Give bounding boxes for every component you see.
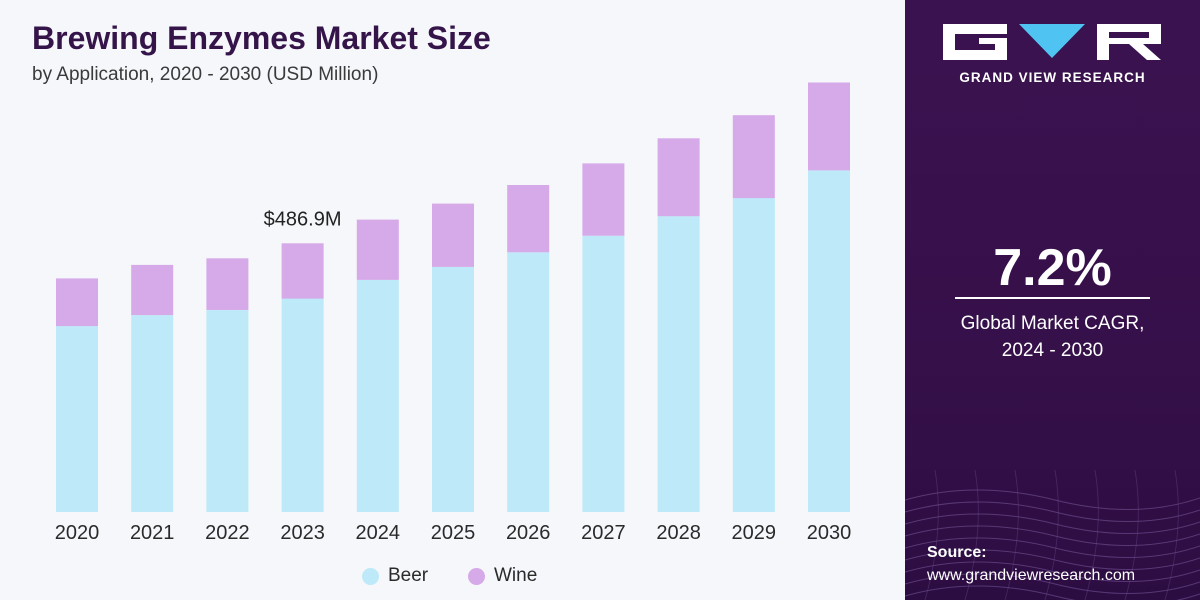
chart-subtitle: by Application, 2020 - 2030 (USD Million…: [32, 64, 379, 85]
x-tick-label-2028: 2028: [656, 522, 701, 544]
x-tick-label-2027: 2027: [581, 522, 626, 544]
bar-beer-2026: [507, 252, 550, 513]
bar-wine-2025: [432, 203, 474, 267]
x-tick-label-2022: 2022: [205, 522, 250, 544]
x-tick-label-2025: 2025: [431, 522, 476, 544]
bar-beer-2030: [808, 170, 850, 512]
bar-wine-2027: [582, 163, 625, 236]
bar-wine-2026: [507, 185, 550, 253]
x-tick-label-2020: 2020: [55, 522, 100, 544]
chart-title: Brewing Enzymes Market Size: [32, 20, 491, 56]
source-label: Source:: [927, 544, 987, 561]
cagr-label-line1: Global Market CAGR,: [960, 313, 1145, 334]
legend-label-beer: Beer: [388, 565, 429, 586]
bar-beer-2024: [356, 279, 399, 512]
x-tick-label-2029: 2029: [732, 522, 777, 544]
cagr-label: Global Market CAGR, 2024 - 2030: [905, 310, 1200, 364]
legend-item-wine: Wine: [468, 563, 537, 589]
legend-swatch-wine: [468, 567, 485, 585]
bar-wine-2024: [356, 219, 399, 280]
bar-wine-2029: [732, 115, 775, 199]
bar-wine-2022: [206, 258, 249, 310]
bar-chart: 2020 2021 2022 2023 2024 2025 2026 2027 2028 2029…: [55, 82, 852, 544]
brand-name: GRAND VIEW RESEARCH: [959, 70, 1146, 85]
bar-beer-2027: [582, 235, 625, 512]
bar-beer-2025: [432, 266, 474, 512]
bar-beer-2020: [56, 326, 98, 512]
legend-item-beer: Beer: [362, 563, 428, 589]
bar-wine-2030: [808, 82, 850, 171]
chart-panel: Brewing Enzymes Market Size by Applicati…: [0, 20, 905, 589]
source-url: www.grandviewresearch.com: [927, 567, 1136, 584]
info-sidebar: GRAND VIEW RESEARCH 7.2% Global Market C…: [905, 0, 1200, 600]
x-tick-label-2023: 2023: [280, 522, 325, 544]
value-annotation-2023: $486.9M: [264, 208, 342, 230]
bar-wine-2023: [281, 243, 324, 299]
bar-wine-2021: [131, 264, 174, 316]
bar-wine-2020: [56, 278, 98, 327]
x-tick-label-2021: 2021: [130, 522, 175, 544]
bar-wine-2028: [657, 138, 700, 217]
x-tick-label-2024: 2024: [356, 522, 401, 544]
chart-legend: Beer Wine: [0, 563, 905, 589]
bar-beer-2028: [657, 216, 700, 512]
bar-beer-2021: [131, 315, 174, 512]
x-tick-label-2026: 2026: [506, 522, 551, 544]
cagr-divider: [955, 297, 1150, 299]
bar-beer-2029: [732, 198, 775, 512]
cagr-value: 7.2%: [993, 239, 1112, 297]
cagr-label-line2: 2024 - 2030: [1001, 340, 1104, 361]
wave-pattern-decoration: [905, 470, 1200, 600]
bar-beer-2022: [206, 310, 249, 512]
x-tick-label-2030: 2030: [807, 522, 852, 544]
gvr-logo-icon: [943, 24, 1161, 60]
bar-beer-2023: [281, 298, 324, 512]
legend-swatch-beer: [362, 567, 379, 585]
legend-label-wine: Wine: [494, 565, 538, 586]
